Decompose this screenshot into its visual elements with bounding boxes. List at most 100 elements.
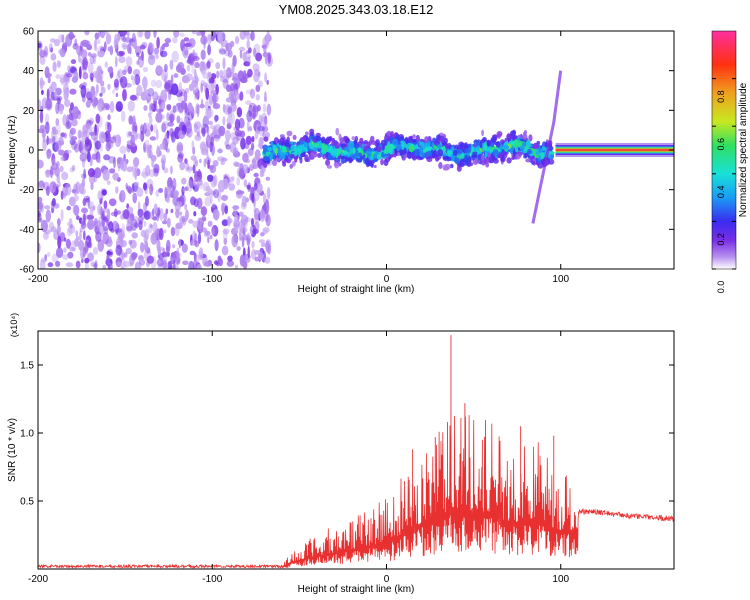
- noise-blob: [238, 228, 243, 241]
- noise-blob: [215, 62, 221, 70]
- band-blob: [277, 139, 281, 143]
- noise-blob: [115, 92, 119, 98]
- band-blob: [447, 149, 453, 158]
- noise-blob: [254, 221, 260, 231]
- band-blob: [340, 143, 347, 148]
- noise-blob: [167, 260, 173, 269]
- noise-blob: [230, 111, 235, 125]
- band-blob: [401, 150, 407, 155]
- noise-blob: [222, 173, 230, 180]
- noise-blob: [39, 80, 46, 86]
- band-blob: [343, 147, 348, 151]
- noise-blob: [107, 83, 111, 90]
- noise-blob: [223, 237, 228, 245]
- noise-blob: [75, 230, 79, 237]
- noise-blob: [157, 246, 162, 256]
- noise-blob: [197, 217, 202, 230]
- band-blob: [531, 161, 535, 165]
- noise-blob: [220, 75, 225, 83]
- noise-blob: [82, 198, 87, 207]
- noise-blob: [186, 179, 194, 192]
- band-blob: [511, 134, 516, 141]
- snr-frame: [37, 330, 675, 570]
- noise-blob: [147, 123, 150, 135]
- noise-blob: [226, 260, 235, 267]
- noise-blob: [94, 124, 99, 136]
- noise-blob: [243, 227, 248, 233]
- band-blob: [493, 158, 499, 164]
- band-blob: [315, 135, 322, 142]
- noise-blob: [45, 121, 50, 134]
- noise-blob: [146, 144, 153, 153]
- noise-blob: [227, 49, 233, 58]
- noise-blob: [82, 152, 88, 162]
- noise-blob: [191, 63, 195, 75]
- band-blob: [289, 154, 295, 159]
- band-blob: [496, 131, 503, 137]
- noise-blob: [82, 72, 89, 80]
- noise-blob: [145, 89, 150, 95]
- band-blob: [314, 142, 319, 148]
- noise-blob: [162, 261, 169, 269]
- noise-blob: [73, 71, 79, 82]
- noise-blob: [98, 45, 104, 50]
- noise-blob: [117, 33, 121, 42]
- noise-blob: [156, 258, 164, 267]
- noise-blob: [120, 110, 126, 123]
- noise-blob: [102, 169, 110, 181]
- noise-blob: [38, 201, 43, 213]
- noise-blob: [92, 205, 96, 211]
- noise-blob: [227, 216, 231, 227]
- noise-blob: [259, 209, 266, 219]
- noise-blob: [251, 136, 255, 143]
- noise-blob: [95, 83, 99, 94]
- band-blob: [395, 145, 402, 151]
- noise-blob: [67, 222, 70, 227]
- noise-blob: [148, 222, 153, 234]
- noise-blob: [182, 260, 189, 266]
- band-blob: [444, 163, 451, 170]
- noise-blob: [202, 217, 207, 222]
- noise-blob: [117, 228, 125, 242]
- band-blob: [518, 151, 523, 157]
- noise-blob: [45, 169, 51, 178]
- band-blob: [263, 136, 269, 142]
- band-blob: [532, 142, 539, 151]
- x-tick-label: 0: [384, 274, 390, 285]
- noise-blob: [149, 115, 153, 125]
- noise-blob: [90, 182, 94, 191]
- band-blob: [309, 131, 315, 137]
- noise-blob: [75, 236, 80, 241]
- noise-blob: [258, 239, 265, 244]
- noise-blob: [199, 61, 205, 72]
- band-blob: [541, 145, 546, 151]
- noise-blob: [156, 129, 159, 141]
- noise-blob: [197, 232, 202, 244]
- noise-blob: [224, 205, 228, 215]
- noise-blob: [232, 55, 237, 67]
- band-blob: [449, 163, 454, 169]
- noise-blob: [153, 163, 160, 174]
- noise-blob: [192, 164, 196, 174]
- band-blob: [281, 160, 286, 164]
- noise-blob: [200, 98, 204, 108]
- noise-blob: [155, 79, 163, 89]
- noise-blob: [155, 65, 163, 75]
- noise-blob: [137, 208, 144, 218]
- noise-blob: [126, 217, 133, 224]
- noise-blob: [138, 220, 143, 231]
- noise-blob: [226, 115, 233, 126]
- noise-blob: [52, 158, 57, 169]
- band-blob: [304, 137, 311, 144]
- band-blob: [436, 144, 442, 148]
- noise-blob: [100, 84, 105, 90]
- noise-blob: [120, 266, 124, 269]
- noise-blob: [217, 148, 223, 154]
- noise-blob: [142, 76, 148, 90]
- noise-blob: [241, 236, 245, 248]
- noise-blob: [60, 74, 65, 86]
- noise-blob: [184, 186, 189, 191]
- noise-blob: [267, 52, 271, 64]
- noise-blob: [196, 131, 200, 137]
- noise-blob: [131, 232, 138, 239]
